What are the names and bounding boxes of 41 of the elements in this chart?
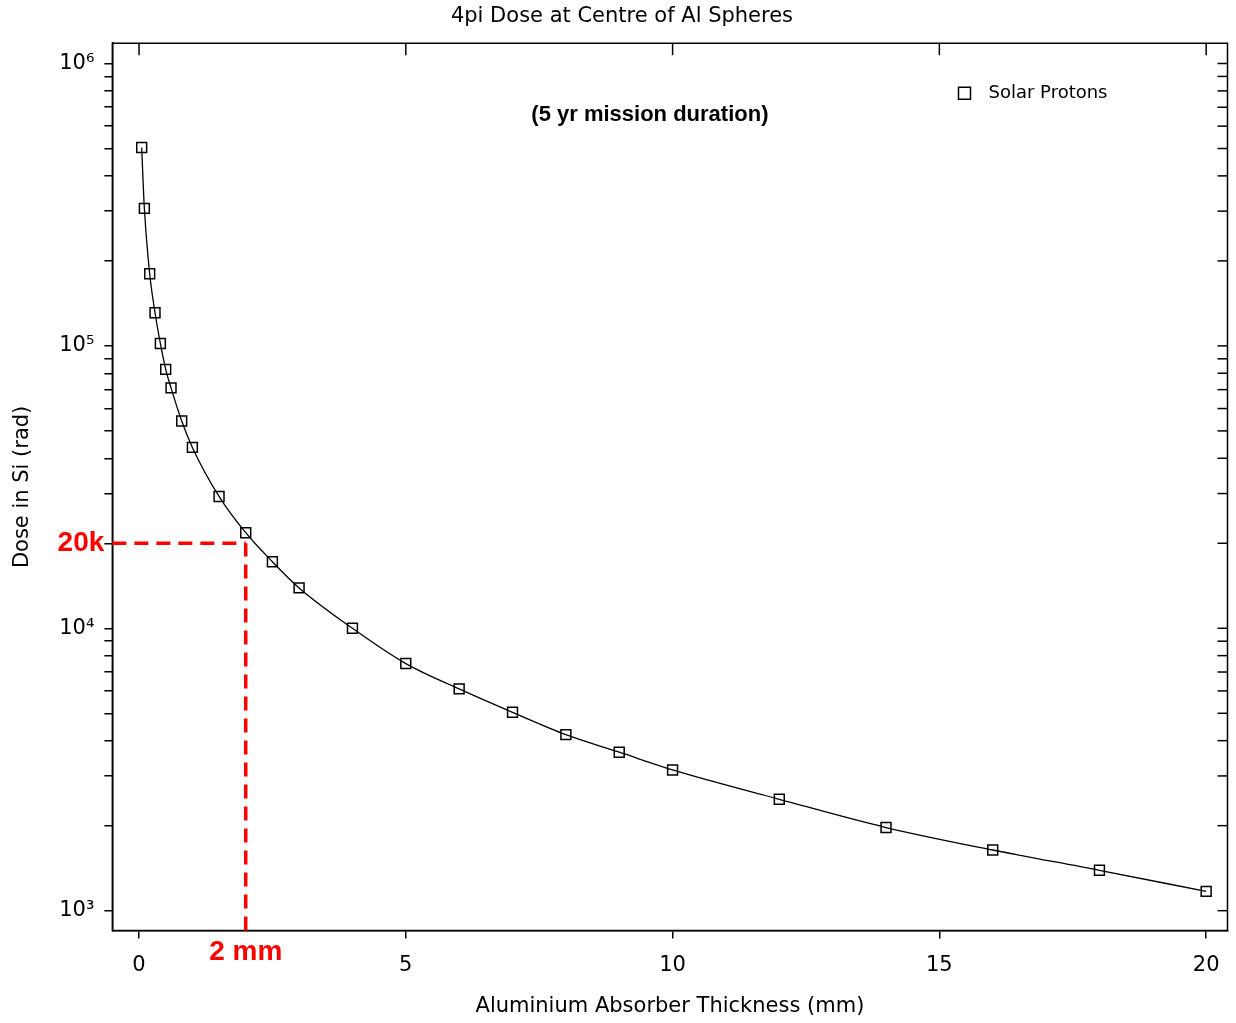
y-tick-label: 10⁵ bbox=[59, 332, 95, 357]
point bbox=[506, 706, 519, 719]
point bbox=[666, 764, 679, 776]
point bbox=[154, 337, 167, 350]
y-tick-label: 10⁶ bbox=[59, 49, 95, 74]
point bbox=[240, 527, 252, 539]
point bbox=[266, 556, 279, 568]
y-tick-label: 10⁴ bbox=[59, 614, 95, 639]
point bbox=[453, 683, 465, 695]
y-tick-label: 10³ bbox=[59, 897, 95, 922]
point bbox=[346, 622, 359, 634]
chart-title: 4pi Dose at Centre of Al Spheres bbox=[450, 3, 794, 28]
x-tick-label: 20 bbox=[1192, 951, 1220, 976]
point bbox=[149, 307, 161, 319]
point bbox=[160, 363, 172, 376]
point bbox=[987, 844, 999, 856]
x-tick-label: 15 bbox=[926, 951, 953, 976]
point bbox=[165, 382, 177, 394]
point bbox=[213, 490, 225, 503]
annotation: (5 yr mission duration) bbox=[531, 101, 769, 127]
legend-label: Solar Protons bbox=[988, 80, 1108, 102]
point bbox=[176, 415, 188, 427]
x-tick-label: 10 bbox=[659, 951, 686, 976]
point bbox=[773, 793, 785, 805]
point bbox=[400, 657, 412, 670]
point bbox=[1200, 885, 1212, 898]
point bbox=[613, 746, 625, 758]
point bbox=[186, 441, 199, 454]
point bbox=[143, 268, 156, 280]
y-axis-title: Dose in Si (rad) bbox=[9, 405, 34, 569]
ref-line-label: 2 mm bbox=[209, 935, 283, 967]
point bbox=[880, 821, 892, 834]
x-tick-label: 5 bbox=[399, 951, 413, 976]
point bbox=[560, 728, 572, 741]
point bbox=[293, 582, 305, 594]
point bbox=[1093, 864, 1106, 876]
point bbox=[135, 141, 148, 154]
point bbox=[138, 202, 151, 215]
x-axis-title: Aluminium Absorber Thickness (mm) bbox=[475, 992, 865, 1017]
ref-line-label: 20k bbox=[57, 525, 105, 557]
x-tick-label: 0 bbox=[132, 951, 146, 976]
